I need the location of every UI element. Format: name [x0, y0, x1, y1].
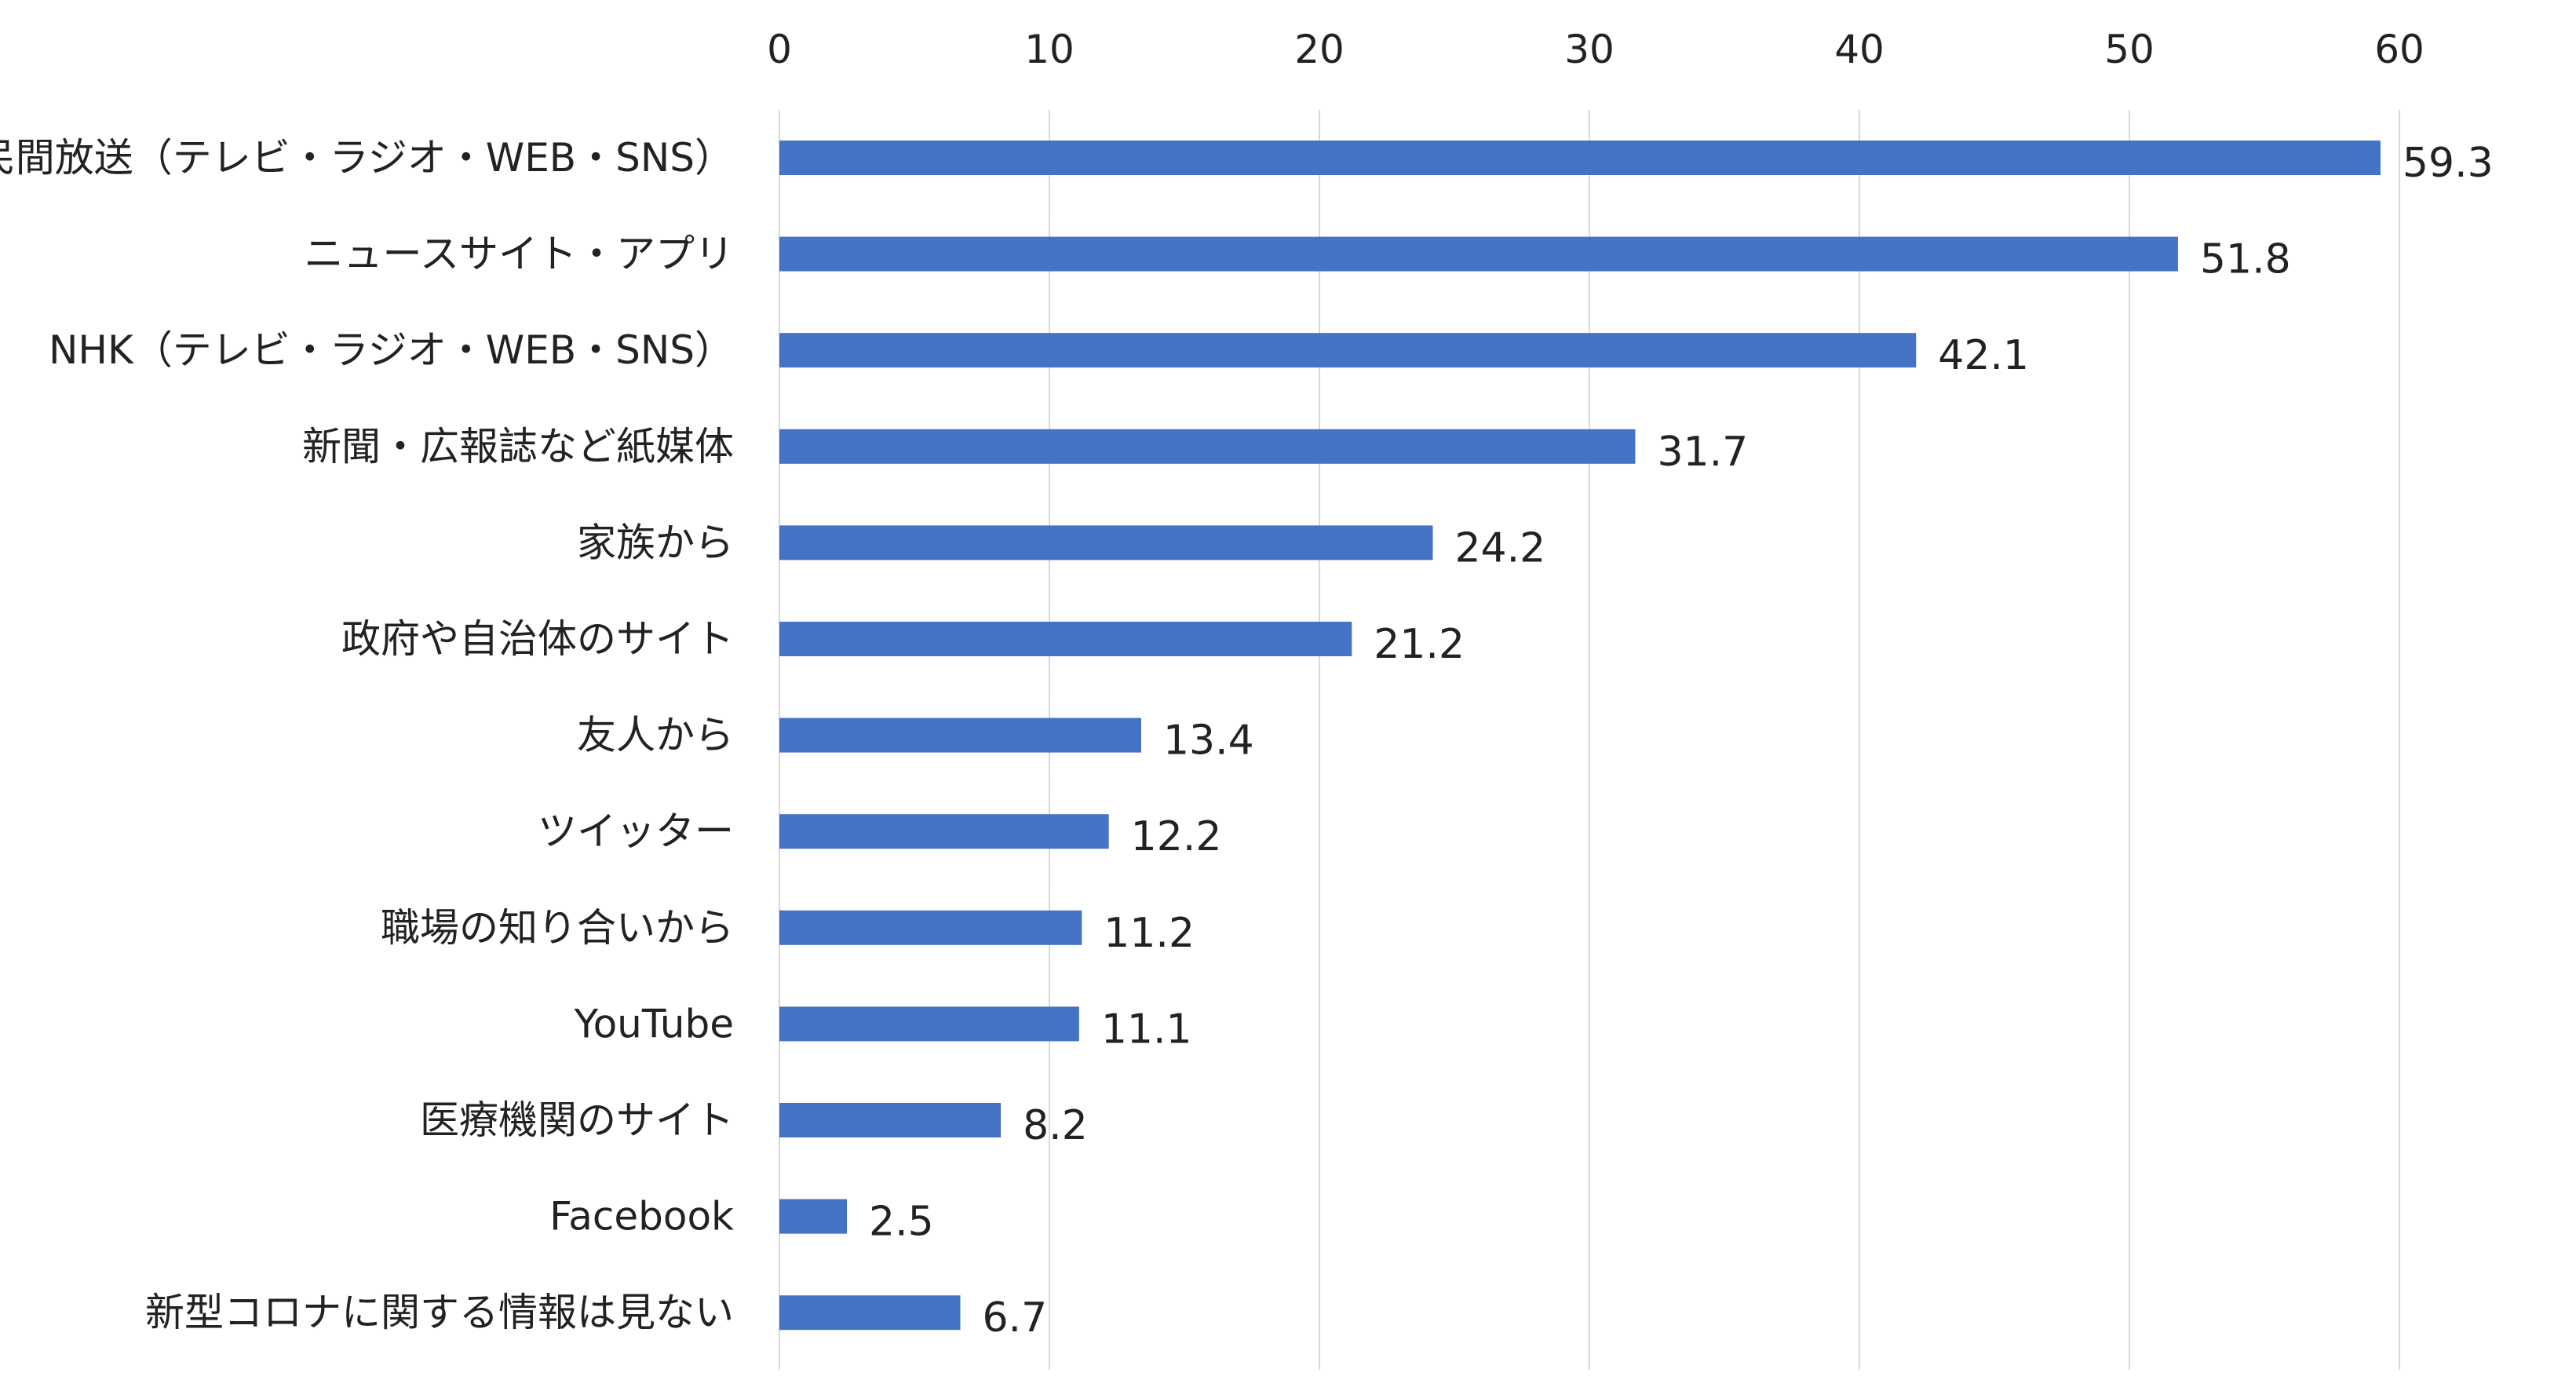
bar	[779, 1295, 961, 1331]
bar	[779, 429, 1636, 464]
category-label: 医療機関のサイト	[420, 1097, 734, 1143]
category-label: Facebook	[549, 1194, 734, 1239]
bar	[779, 1103, 1002, 1137]
category-label: 職場の知り合いから	[381, 905, 734, 951]
bar	[779, 525, 1433, 560]
data-label: 13.4	[1163, 717, 1254, 765]
category-label: 友人から	[577, 713, 734, 758]
data-label: 31.7	[1657, 429, 1748, 476]
value-labels: 59.3 51.8 42.1 31.7 24.2 21.2 13.4 12.2 11.2 11.1…	[869, 140, 2494, 1342]
data-label: 8.2	[1023, 1102, 1088, 1149]
data-label: 11.2	[1104, 910, 1195, 957]
bar	[779, 622, 1352, 656]
data-label: 11.1	[1101, 1006, 1192, 1053]
category-label: 新聞・広報誌など紙媒体	[302, 424, 734, 469]
bar	[779, 1199, 847, 1234]
category-labels: 民間放送（テレビ・ラジオ・WEB・SNS） ニュースサイト・アプリ NHK（テレビ・…	[0, 135, 734, 1335]
category-label: 民間放送（テレビ・ラジオ・WEB・SNS）	[0, 135, 734, 181]
x-axis-ticks: 0 10 20 30 40 50 60	[767, 27, 2425, 72]
x-tick-label: 20	[1294, 27, 1345, 72]
x-tick-label: 40	[1834, 27, 1885, 72]
data-label: 51.8	[2200, 236, 2291, 283]
bar	[779, 141, 2381, 175]
x-tick-label: 60	[2374, 27, 2425, 72]
x-tick-label: 50	[2104, 27, 2155, 72]
bars	[779, 141, 2381, 1331]
x-tick-label: 0	[767, 27, 792, 72]
category-label: 政府や自治体のサイト	[341, 616, 734, 662]
bar	[779, 236, 2178, 272]
x-tick-label: 30	[1564, 27, 1615, 72]
gridlines	[779, 110, 2400, 1370]
data-label: 2.5	[869, 1199, 934, 1246]
data-label: 6.7	[982, 1294, 1047, 1342]
bar	[779, 910, 1082, 945]
data-label: 21.2	[1374, 621, 1465, 668]
category-label: ニュースサイト・アプリ	[305, 232, 735, 277]
data-label: 24.2	[1454, 524, 1545, 571]
x-tick-label: 10	[1024, 27, 1075, 72]
bar	[779, 333, 1917, 368]
data-label: 12.2	[1131, 813, 1222, 860]
bar	[779, 814, 1109, 849]
category-label: NHK（テレビ・ラジオ・WEB・SNS）	[49, 327, 734, 373]
category-label: 新型コロナに関する情報は見ない	[145, 1290, 734, 1335]
category-label: 家族から	[577, 520, 734, 565]
bar	[779, 1006, 1079, 1042]
category-label: ツイッター	[538, 809, 734, 854]
category-label: YouTube	[574, 1001, 734, 1046]
bar	[779, 717, 1141, 753]
data-label: 42.1	[1938, 332, 2029, 379]
data-label: 59.3	[2403, 140, 2494, 187]
